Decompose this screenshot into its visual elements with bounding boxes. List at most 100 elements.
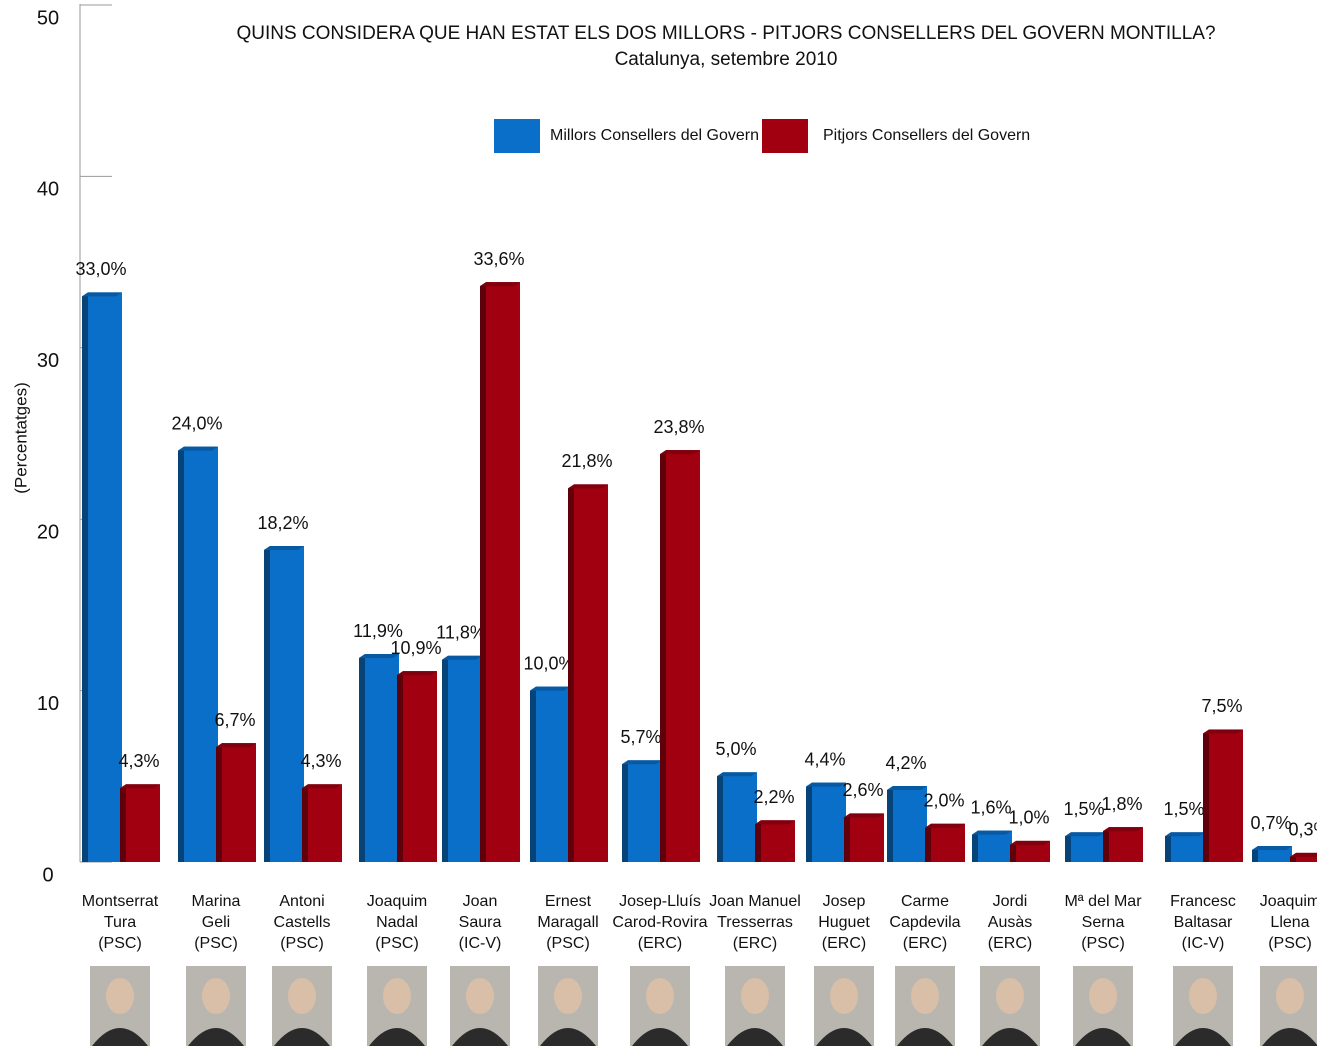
x-tick-label: (PSC): [1081, 935, 1125, 952]
portrait-face: [1089, 978, 1117, 1014]
portrait-body: [897, 1028, 953, 1046]
y-tick-label: 0: [42, 864, 53, 886]
bar-top: [717, 772, 757, 777]
x-tick-label: Castells: [274, 914, 331, 931]
bar-top: [925, 823, 965, 828]
value-label: 1,0%: [1008, 808, 1049, 828]
bar-side: [1065, 832, 1071, 862]
bar: [931, 823, 965, 862]
x-tick-label: Joan Manuel: [709, 893, 801, 910]
bar: [1209, 729, 1243, 862]
bar-side: [660, 450, 666, 862]
portrait-body: [92, 1028, 148, 1046]
x-tick-label: Josep-Lluís: [619, 893, 701, 910]
value-label: 11,8%: [436, 622, 486, 642]
value-label: 2,0%: [923, 790, 964, 810]
x-tick-label: Francesc: [1170, 893, 1236, 910]
portrait-face: [106, 978, 134, 1014]
value-label: 18,2%: [257, 513, 308, 533]
portrait-face: [288, 978, 316, 1014]
bar-side: [806, 782, 812, 862]
portrait-face: [1189, 978, 1217, 1014]
portrait-body: [727, 1028, 783, 1046]
portrait-body: [1175, 1028, 1231, 1046]
value-label: 0,3%: [1288, 820, 1317, 840]
bar-top: [887, 786, 927, 791]
x-tick-label: (ERC): [903, 935, 947, 952]
bar: [1296, 852, 1317, 862]
x-tick-label: Serna: [1082, 914, 1125, 931]
value-label: 5,7%: [620, 727, 661, 747]
portrait-face: [741, 978, 769, 1014]
bar: [270, 546, 304, 862]
value-label: 10,0%: [523, 653, 574, 673]
y-tick-label: 50: [37, 7, 59, 29]
bar-side: [925, 823, 931, 862]
bar-side: [530, 686, 536, 862]
bar: [365, 654, 399, 862]
portrait-face: [554, 978, 582, 1014]
bar: [628, 760, 662, 862]
bar: [308, 784, 342, 862]
bar-top: [755, 820, 795, 825]
x-tick-label: Maragall: [537, 914, 598, 931]
x-tick-label: (PSC): [546, 935, 590, 952]
value-label: 11,9%: [353, 621, 403, 641]
bar-side: [755, 820, 761, 862]
bar-top: [442, 655, 482, 660]
x-tick-label: Llena: [1270, 914, 1309, 931]
value-label: 2,2%: [753, 787, 794, 807]
x-tick-label: (ERC): [988, 935, 1032, 952]
bar-top: [972, 830, 1012, 835]
bar: [448, 655, 482, 862]
bar: [812, 782, 846, 862]
x-tick-label: Antoni: [279, 893, 324, 910]
portrait-body: [369, 1028, 425, 1046]
bar: [1016, 840, 1050, 862]
x-tick-label: (IC-V): [459, 935, 502, 952]
x-tick-label: (PSC): [194, 935, 238, 952]
x-tick-label: Montserrat: [82, 893, 159, 910]
bar-side: [397, 671, 403, 862]
x-tick-label: Joaquim: [367, 893, 427, 910]
portrait-body: [540, 1028, 596, 1046]
value-label: 4,4%: [804, 749, 845, 769]
bar-top: [568, 484, 608, 489]
bar-side: [264, 546, 270, 862]
bar-top: [530, 686, 570, 691]
bar-top: [302, 784, 342, 789]
value-label: 0,7%: [1250, 813, 1291, 833]
bar-top: [359, 654, 399, 659]
bar: [222, 743, 256, 862]
bar-top: [120, 784, 160, 789]
value-label: 7,5%: [1201, 696, 1242, 716]
bar-top: [1165, 832, 1205, 837]
portrait-body: [982, 1028, 1038, 1046]
x-tick-label: (PSC): [1268, 935, 1312, 952]
x-tick-label: Geli: [202, 914, 230, 931]
bar-side: [82, 292, 88, 862]
value-label: 21,8%: [561, 451, 612, 471]
x-tick-label: Marina: [192, 893, 241, 910]
bar-top: [178, 446, 218, 451]
portrait-body: [274, 1028, 330, 1046]
x-tick-label: Baltasar: [1174, 914, 1233, 931]
y-tick-label: 30: [37, 350, 59, 372]
value-label: 23,8%: [653, 417, 704, 437]
portrait-body: [452, 1028, 508, 1046]
bar: [1071, 832, 1105, 862]
value-label: 1,6%: [970, 797, 1011, 817]
x-tick-label: (PSC): [280, 935, 324, 952]
portrait-body: [816, 1028, 872, 1046]
bar: [403, 671, 437, 862]
bar-side: [1203, 729, 1209, 862]
bar: [761, 820, 795, 862]
bar: [893, 786, 927, 862]
bar-top: [264, 546, 304, 551]
bar-top: [397, 671, 437, 676]
x-tick-label: (ERC): [733, 935, 777, 952]
x-tick-label: Capdevila: [889, 914, 960, 931]
y-tick-label: 40: [37, 179, 59, 201]
bar-side: [717, 772, 723, 862]
bar-top: [216, 743, 256, 748]
